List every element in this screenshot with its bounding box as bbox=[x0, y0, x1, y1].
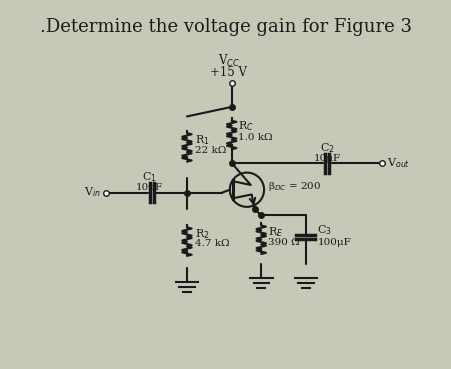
Text: β$_{DC}$ = 200: β$_{DC}$ = 200 bbox=[267, 180, 321, 193]
Text: R$_C$: R$_C$ bbox=[238, 119, 253, 133]
Text: V$_{CC}$: V$_{CC}$ bbox=[217, 53, 239, 69]
Text: R$_1$: R$_1$ bbox=[194, 133, 209, 147]
Text: 100μF: 100μF bbox=[317, 238, 350, 246]
Text: 22 kΩ: 22 kΩ bbox=[194, 146, 226, 155]
Text: C$_3$: C$_3$ bbox=[317, 223, 331, 237]
Text: 390 Ω: 390 Ω bbox=[267, 238, 299, 246]
Text: 10μF: 10μF bbox=[313, 154, 340, 163]
Text: C$_1$: C$_1$ bbox=[142, 170, 157, 184]
Text: R$_E$: R$_E$ bbox=[267, 226, 283, 239]
Text: V$_{out}$: V$_{out}$ bbox=[386, 156, 409, 170]
Text: V$_{in}$: V$_{in}$ bbox=[84, 186, 101, 200]
Text: 4.7 kΩ: 4.7 kΩ bbox=[194, 239, 229, 248]
Text: +15 V: +15 V bbox=[210, 66, 247, 79]
Text: 10μF: 10μF bbox=[136, 183, 163, 192]
Text: 1.0 kΩ: 1.0 kΩ bbox=[238, 133, 272, 142]
Text: C$_2$: C$_2$ bbox=[319, 141, 334, 155]
Text: .Determine the voltage gain for Figure 3: .Determine the voltage gain for Figure 3 bbox=[40, 18, 411, 37]
Text: R$_2$: R$_2$ bbox=[194, 228, 209, 241]
